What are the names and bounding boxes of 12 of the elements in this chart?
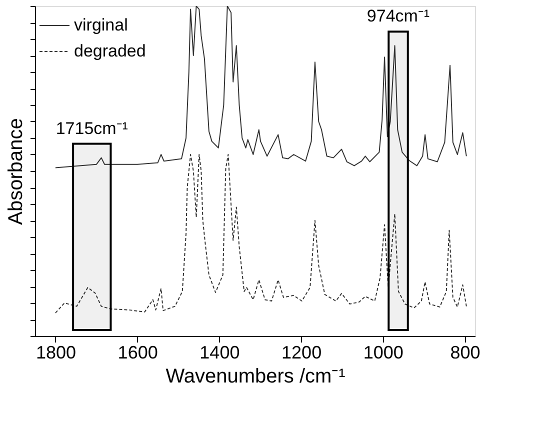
x-tick-label: 1000: [363, 342, 404, 362]
x-tick-label: 1400: [200, 342, 240, 362]
x-tick-label: 1800: [36, 342, 76, 362]
x-tick-label: 800: [450, 342, 480, 362]
x-axis-title: Wavenumbers /cm⁻¹: [166, 366, 346, 388]
legend-label: 1715cm⁻¹: [56, 118, 128, 138]
x-tick-label: 1600: [118, 342, 158, 362]
legend-label: virginal: [74, 16, 128, 34]
x-tick-label: 1200: [282, 342, 322, 362]
y-axis-title: Absorbance: [5, 118, 27, 225]
legend-label: degraded: [74, 42, 146, 60]
band-label: 974cm⁻¹: [366, 6, 430, 26]
